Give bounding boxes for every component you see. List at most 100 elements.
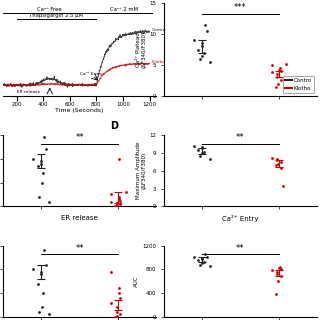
Legend: Contro, Klotho: Contro, Klotho [283,76,314,93]
Point [116,291,121,296]
Point [269,70,275,75]
Point [207,59,212,64]
Text: **: ** [236,133,244,142]
Point [275,72,280,77]
Point [278,274,284,279]
Point [202,252,207,257]
Point [44,262,49,267]
Point [191,38,196,43]
Point [278,78,284,83]
Point [278,267,284,272]
Point [118,202,123,207]
Point [39,159,44,164]
Point [199,144,204,149]
Point [273,162,278,167]
Point [114,305,119,310]
Point [37,309,42,315]
Point [207,156,212,161]
Point [204,254,209,260]
Point [114,201,119,206]
Point [39,305,44,310]
Point [113,204,118,209]
Point [275,156,280,161]
Text: **: ** [236,244,244,253]
Point [197,262,203,267]
Point [116,156,121,161]
Point [118,312,123,317]
Point [277,264,282,269]
Point [196,258,201,263]
Point [275,270,280,275]
Point [31,156,36,161]
Point [113,314,118,319]
Text: **: ** [76,244,84,253]
Point [39,161,44,166]
Point [199,44,204,49]
Point [275,75,280,80]
Point [114,200,119,205]
Point [31,267,36,272]
Point [200,261,205,266]
Point [47,312,52,317]
Y-axis label: Maximum Amplitude
(ΔF340/F380): Maximum Amplitude (ΔF340/F380) [136,142,147,199]
Text: Control: Control [151,28,167,32]
Point [41,291,46,296]
Point [273,292,278,297]
Point [191,143,196,148]
Point [39,180,44,185]
Point [116,196,121,202]
X-axis label: Time (Seconds): Time (Seconds) [55,108,104,114]
Point [201,50,206,55]
Point [204,28,209,34]
Point [39,269,44,274]
Point [199,41,204,46]
Text: Ca²⁺ Entry: Ca²⁺ Entry [80,71,103,76]
Point [39,271,44,276]
Point [108,269,114,274]
Point [201,260,206,265]
Point [116,194,122,199]
Point [276,266,282,271]
Point [207,264,212,269]
Text: D: D [110,121,118,131]
Point [35,164,40,169]
Point [123,189,128,195]
Text: ***: *** [234,4,247,12]
Point [199,255,204,260]
Point [42,248,47,253]
Y-axis label: AUC: AUC [134,276,140,287]
Point [279,165,284,170]
Point [199,146,204,151]
Point [35,281,40,286]
Point [269,268,275,273]
Text: Ca²⁺ 2 mM: Ca²⁺ 2 mM [110,7,138,12]
Text: Ca²⁺ Free: Ca²⁺ Free [37,7,61,12]
Point [275,157,280,163]
Point [278,68,284,74]
Point [41,171,46,176]
Point [115,313,120,318]
Point [118,198,123,203]
Text: Klotho (100 pM): Klotho (100 pM) [151,60,183,64]
X-axis label: ER release: ER release [61,215,98,221]
Point [197,153,203,158]
Point [275,161,280,166]
Point [109,300,114,305]
Y-axis label: Ca²⁺ Plateau
(ΔF340/F380): Ca²⁺ Plateau (ΔF340/F380) [136,31,147,68]
Point [200,53,205,58]
Point [277,66,282,71]
Point [196,47,201,52]
Point [199,257,204,262]
Point [275,81,280,86]
Text: ER release: ER release [17,90,40,94]
Point [275,271,280,276]
Point [118,295,123,300]
Point [202,22,207,28]
Point [108,192,114,197]
Point [197,56,203,61]
Point [200,150,205,156]
Text: Thapsigargin 2.5 μM: Thapsigargin 2.5 μM [29,13,84,18]
Point [276,67,282,72]
Point [42,135,47,140]
Point [278,159,284,164]
